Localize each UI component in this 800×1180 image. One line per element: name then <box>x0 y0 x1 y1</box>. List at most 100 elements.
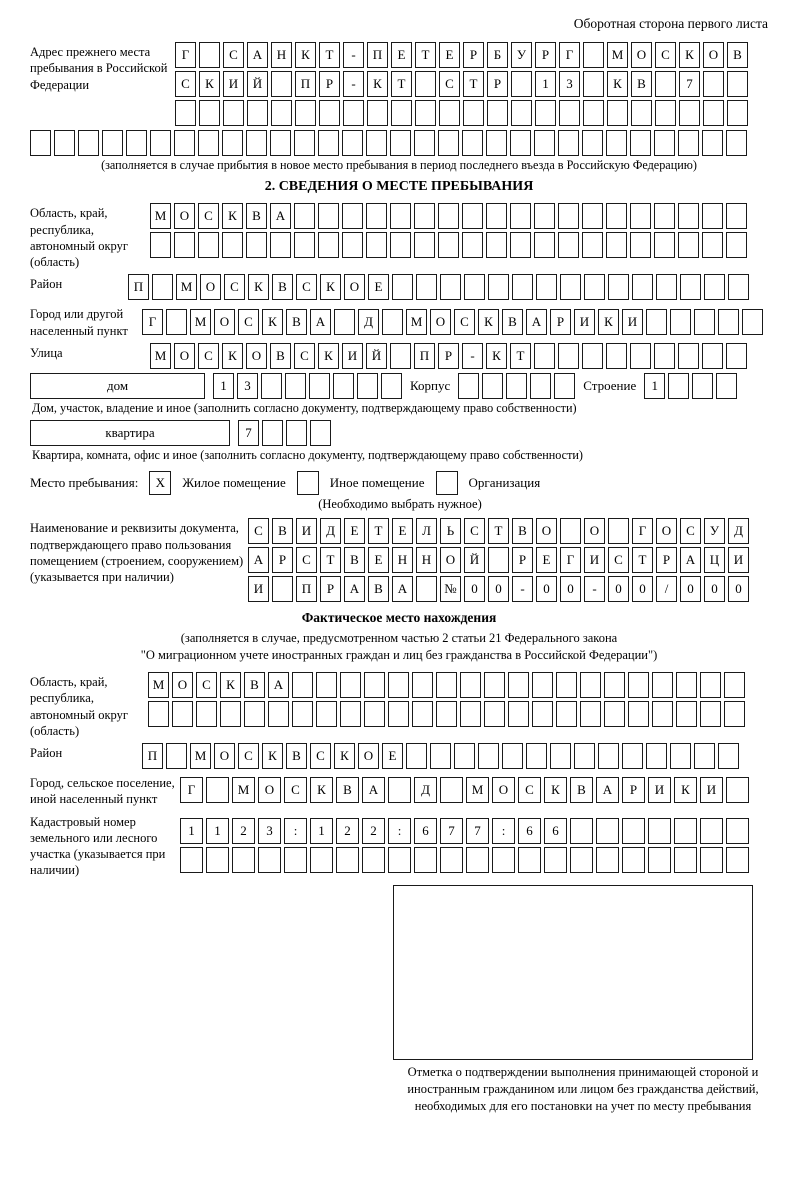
char-cell[interactable] <box>648 846 671 873</box>
char-cell[interactable]: Р <box>463 42 484 68</box>
char-cell[interactable]: 7 <box>440 817 463 844</box>
char-cell[interactable]: Т <box>510 342 531 369</box>
char-cell[interactable] <box>718 743 739 769</box>
char-cell[interactable] <box>388 672 409 698</box>
char-cell[interactable]: К <box>478 308 499 335</box>
char-cell[interactable]: К <box>295 42 316 68</box>
char-cell[interactable] <box>319 100 340 126</box>
char-cell[interactable] <box>724 701 745 727</box>
char-cell[interactable] <box>438 232 459 259</box>
char-cell[interactable] <box>726 817 749 844</box>
char-cell[interactable] <box>391 100 412 126</box>
char-cell[interactable] <box>508 672 529 698</box>
char-cell[interactable] <box>652 701 673 727</box>
char-cell[interactable] <box>342 130 363 156</box>
char-cell[interactable] <box>150 130 171 156</box>
char-cell[interactable] <box>726 846 749 873</box>
char-cell[interactable]: В <box>631 71 652 97</box>
char-cell[interactable]: К <box>199 71 220 97</box>
char-cell[interactable] <box>580 701 601 727</box>
char-cell[interactable] <box>223 100 244 126</box>
char-cell[interactable] <box>78 130 99 156</box>
char-cell[interactable] <box>412 701 433 727</box>
char-cell[interactable] <box>558 130 579 156</box>
char-cell[interactable]: М <box>150 342 171 369</box>
char-cell[interactable]: В <box>246 203 267 230</box>
char-cell[interactable] <box>726 232 747 259</box>
char-cell[interactable] <box>438 130 459 156</box>
char-cell[interactable] <box>222 232 243 259</box>
char-cell[interactable] <box>268 701 289 727</box>
char-cell[interactable] <box>206 846 229 873</box>
char-cell[interactable] <box>727 71 748 97</box>
char-cell[interactable] <box>532 701 553 727</box>
char-cell[interactable]: К <box>222 203 243 230</box>
char-cell[interactable]: 0 <box>560 576 581 603</box>
char-cell[interactable]: И <box>574 308 595 335</box>
char-cell[interactable] <box>556 701 577 727</box>
char-cell[interactable]: М <box>607 42 628 68</box>
char-cell[interactable]: Р <box>550 308 571 335</box>
char-cell[interactable] <box>655 100 676 126</box>
char-cell[interactable]: С <box>294 342 315 369</box>
char-cell[interactable]: Г <box>559 42 580 68</box>
char-cell[interactable]: Б <box>487 42 508 68</box>
char-cell[interactable] <box>486 203 507 230</box>
char-cell[interactable]: К <box>220 672 241 698</box>
char-cell[interactable]: 0 <box>680 576 701 603</box>
char-cell[interactable]: : <box>284 817 307 844</box>
char-cell[interactable] <box>246 232 267 259</box>
char-cell[interactable] <box>492 846 515 873</box>
char-cell[interactable]: П <box>128 274 149 301</box>
char-cell[interactable] <box>676 672 697 698</box>
char-cell[interactable] <box>556 672 577 698</box>
char-cell[interactable]: С <box>175 71 196 97</box>
char-cell[interactable] <box>294 203 315 230</box>
char-cell[interactable] <box>364 672 385 698</box>
char-cell[interactable] <box>700 817 723 844</box>
char-cell[interactable] <box>462 130 483 156</box>
char-cell[interactable]: К <box>486 342 507 369</box>
char-cell[interactable]: О <box>246 342 267 369</box>
char-cell[interactable] <box>558 232 579 259</box>
char-cell[interactable] <box>726 130 747 156</box>
char-cell[interactable] <box>366 232 387 259</box>
char-cell[interactable] <box>550 743 571 769</box>
char-cell[interactable] <box>166 743 187 769</box>
char-cell[interactable] <box>654 232 675 259</box>
char-cell[interactable] <box>430 743 451 769</box>
char-cell[interactable]: О <box>174 203 195 230</box>
char-cell[interactable]: К <box>679 42 700 68</box>
char-cell[interactable]: В <box>570 777 593 804</box>
char-cell[interactable]: И <box>223 71 244 97</box>
char-cell[interactable] <box>316 701 337 727</box>
char-cell[interactable] <box>342 203 363 230</box>
char-cell[interactable]: Т <box>368 518 389 545</box>
char-cell[interactable] <box>630 232 651 259</box>
char-cell[interactable] <box>511 100 532 126</box>
char-cell[interactable] <box>316 672 337 698</box>
char-cell[interactable] <box>336 846 359 873</box>
char-cell[interactable]: С <box>310 743 331 769</box>
char-cell[interactable] <box>580 672 601 698</box>
char-cell[interactable] <box>510 232 531 259</box>
char-cell[interactable] <box>340 672 361 698</box>
char-cell[interactable]: Г <box>180 777 203 804</box>
char-cell[interactable]: С <box>238 308 259 335</box>
char-cell[interactable]: 0 <box>488 576 509 603</box>
char-cell[interactable]: В <box>244 672 265 698</box>
char-cell[interactable] <box>460 672 481 698</box>
char-cell[interactable]: Д <box>320 518 341 545</box>
char-cell[interactable]: № <box>440 576 461 603</box>
char-cell[interactable]: И <box>622 308 643 335</box>
char-cell[interactable] <box>310 420 331 446</box>
char-cell[interactable]: С <box>248 518 269 545</box>
char-cell[interactable]: 6 <box>544 817 567 844</box>
char-cell[interactable]: Н <box>392 547 413 574</box>
char-cell[interactable]: С <box>439 71 460 97</box>
char-cell[interactable] <box>560 518 581 545</box>
char-cell[interactable]: Т <box>319 42 340 68</box>
char-cell[interactable] <box>724 672 745 698</box>
char-cell[interactable]: Р <box>535 42 556 68</box>
char-cell[interactable]: 1 <box>213 372 234 399</box>
